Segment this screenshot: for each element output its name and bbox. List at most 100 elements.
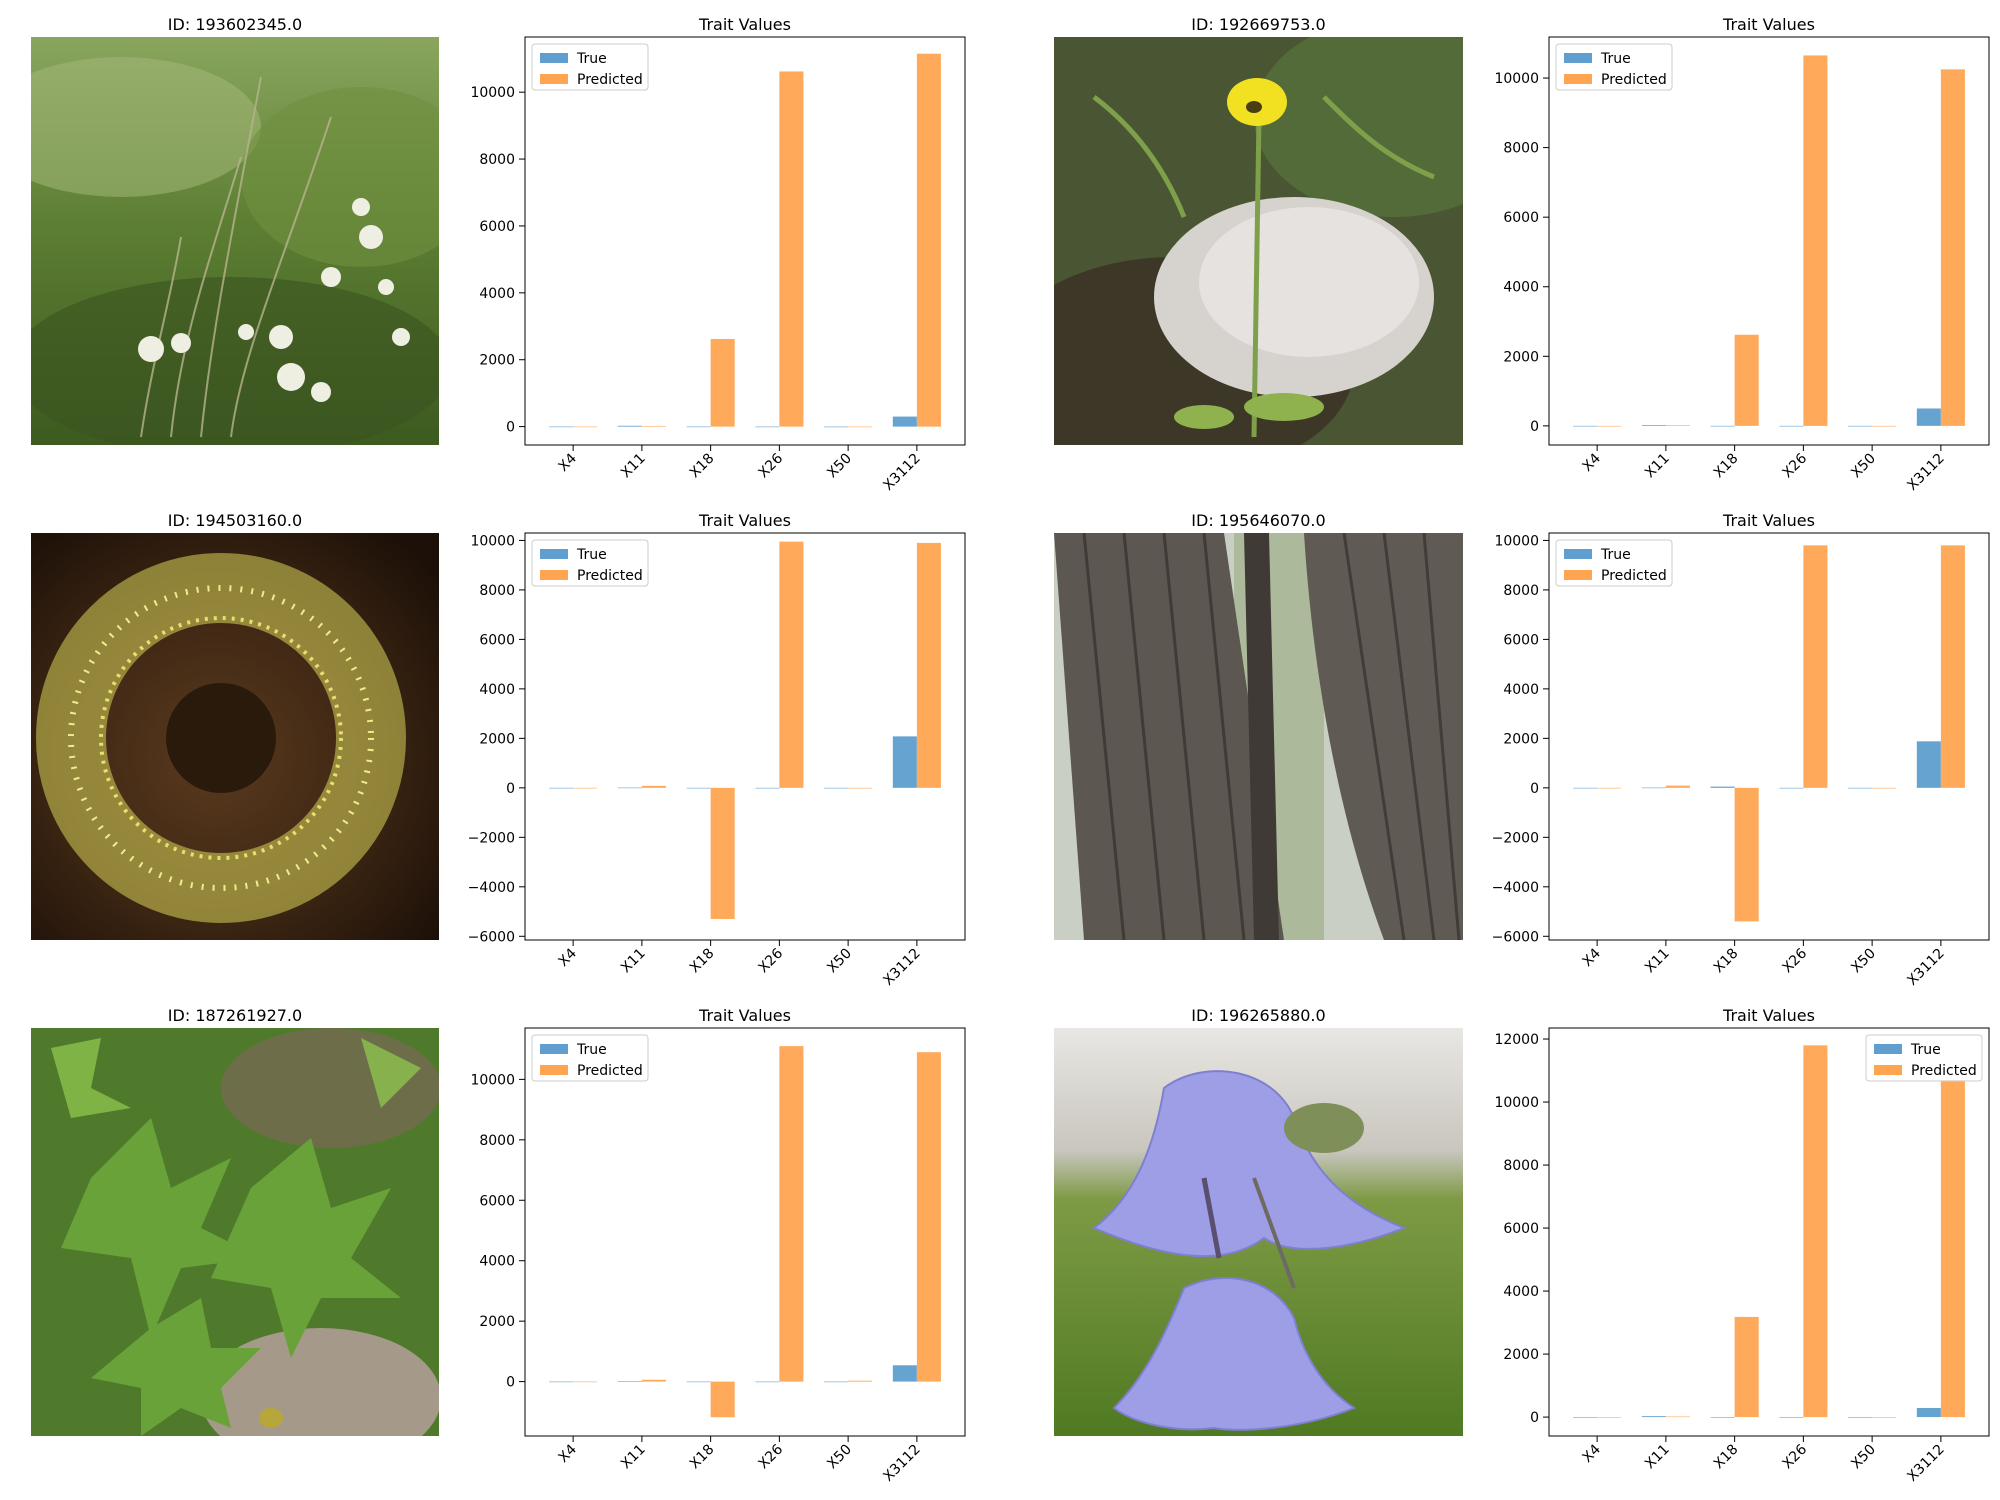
- x-tick-label: X4: [1580, 450, 1604, 474]
- bar-true-x3112: [1916, 741, 1941, 788]
- x-tick-label: X3112: [1904, 1442, 1947, 1485]
- bar-predicted-x11: [1665, 1416, 1690, 1418]
- bar-predicted-x3112: [1940, 545, 1965, 788]
- x-tick-label: X11: [1642, 1442, 1673, 1473]
- bar-predicted-x3112: [1940, 69, 1965, 426]
- x-tick-label: X4: [1580, 1441, 1604, 1465]
- legend: True Predicted: [531, 539, 649, 587]
- bar-predicted-x4: [1597, 425, 1622, 427]
- x-tick-label: X18: [687, 451, 718, 482]
- legend-swatch-true: [540, 1044, 568, 1054]
- x-tick-label: X3112: [1904, 451, 1947, 494]
- x-tick-label: X3112: [1904, 946, 1947, 989]
- panel-3-chart-title: Trait Values: [699, 511, 791, 530]
- bar-true-x11: [617, 425, 642, 427]
- panel-4-chart-title: Trait Values: [1723, 511, 1815, 530]
- bar-true-x4: [549, 426, 574, 428]
- bar-true-x18: [1710, 425, 1735, 427]
- x-tick-label: X50: [824, 1442, 855, 1473]
- panel-5-chart-title: Trait Values: [699, 1006, 791, 1025]
- bar-predicted-x11: [1665, 785, 1690, 788]
- legend-swatch-predicted: [540, 570, 568, 580]
- bar-predicted-x3112: [916, 542, 941, 788]
- bar-true-x18: [1710, 786, 1735, 788]
- bar-true-x18: [686, 1381, 711, 1383]
- bar-predicted-x3112: [916, 1052, 941, 1382]
- x-tick-label: X3112: [880, 1442, 923, 1485]
- legend-label-predicted: Predicted: [1911, 1063, 1977, 1079]
- x-tick-label: X11: [618, 451, 649, 482]
- bar-predicted-x50: [1872, 787, 1897, 789]
- y-tick-label: 0: [1530, 1410, 1539, 1426]
- bar-predicted-x50: [848, 1380, 873, 1382]
- legend-swatch-predicted: [540, 74, 568, 84]
- legend-label-predicted: Predicted: [577, 568, 643, 584]
- panel-4-chart-svg: −6000 −4000 −2000 0 2000 4000 6000 8000 10000 X4 X…: [1492, 532, 1990, 989]
- panel-3-image-title: ID: 194503160.0: [167, 511, 303, 530]
- bar-predicted-x18: [1734, 334, 1759, 426]
- bar-predicted-x26: [779, 1046, 804, 1382]
- y-tick-label: −4000: [468, 880, 515, 896]
- bar-true-x26: [1779, 425, 1804, 427]
- x-tick-label: X4: [1580, 945, 1604, 969]
- x-tick-label: X18: [687, 1442, 718, 1473]
- legend-swatch-true: [540, 549, 568, 559]
- legend: True Predicted: [531, 1034, 649, 1082]
- panel-1-chart: Trait Values 0 2000 4000 6000 8000 10000 X4 X11…: [470, 16, 966, 494]
- y-tick-label: 8000: [479, 152, 515, 168]
- bar-predicted-x11: [1665, 425, 1690, 426]
- panel-3-image: ID: 194503160.0: [31, 512, 439, 940]
- bar-predicted-x50: [848, 426, 873, 428]
- panel-2-image: ID: 192669753.0: [1054, 16, 1463, 445]
- panel-6-chart-svg: 0 2000 4000 6000 8000 10000 12000 X4 X11 X18 X26 X5…: [1494, 1027, 1990, 1485]
- y-tick-label: 2000: [479, 731, 515, 747]
- x-tick-label: X26: [1780, 945, 1811, 976]
- bar-predicted-x26: [1803, 1045, 1828, 1418]
- bar-predicted-x18: [710, 338, 735, 427]
- bar-true-x4: [1573, 425, 1598, 427]
- bar-predicted-x11: [641, 1379, 666, 1382]
- y-tick-label: 8000: [1503, 1158, 1539, 1174]
- panel-4-chart: Trait Values −6000 −4000 −2000 0 2000 4000 600…: [1492, 512, 1990, 989]
- bar-predicted-x4: [573, 1381, 598, 1383]
- legend-swatch-true: [1874, 1044, 1902, 1054]
- axes-frame: [1548, 532, 1990, 941]
- x-tick-label: X3112: [880, 946, 923, 989]
- bar-true-x26: [755, 787, 780, 789]
- bar-predicted-x26: [1803, 55, 1828, 426]
- x-tick-label: X26: [756, 945, 787, 976]
- bar-true-x26: [1779, 1417, 1804, 1418]
- panel-2-chart-svg: 0 2000 4000 6000 8000 10000 X4 X11 X18 X26 X50 X311…: [1494, 36, 1990, 494]
- legend-label-true: True: [1600, 51, 1631, 67]
- bar-predicted-x26: [779, 71, 804, 427]
- bar-true-x4: [1573, 1417, 1598, 1418]
- y-tick-label: 4000: [479, 1254, 515, 1270]
- axes-frame: [524, 36, 966, 446]
- y-tick-label: 0: [506, 420, 515, 436]
- y-tick-label: 4000: [1503, 1284, 1539, 1300]
- y-tick-label: 8000: [1503, 583, 1539, 599]
- bar-true-x11: [1641, 1416, 1666, 1418]
- panel-1-image: ID: 193602345.0: [31, 16, 439, 445]
- legend-label-true: True: [1600, 547, 1631, 563]
- y-tick-label: 10000: [470, 1072, 515, 1088]
- y-tick-label: 10000: [1494, 1095, 1539, 1111]
- y-tick-label: −6000: [468, 929, 515, 945]
- panel-4-image: ID: 195646070.0: [1054, 512, 1463, 940]
- bar-predicted-x50: [1872, 1417, 1897, 1418]
- y-tick-label: 4000: [479, 682, 515, 698]
- bar-predicted-x4: [1597, 1417, 1622, 1418]
- y-tick-label: 12000: [1494, 1032, 1539, 1048]
- bar-true-x4: [1573, 787, 1598, 789]
- bar-predicted-x50: [848, 787, 873, 789]
- bar-true-x3112: [892, 1365, 917, 1382]
- x-tick-label: X4: [556, 450, 580, 474]
- legend: True Predicted: [1555, 43, 1673, 91]
- bar-predicted-x18: [1734, 1316, 1759, 1418]
- bar-true-x11: [617, 1381, 642, 1382]
- bar-true-x11: [1641, 425, 1666, 426]
- bar-predicted-x26: [1803, 545, 1828, 788]
- x-tick-label: X11: [1642, 451, 1673, 482]
- bar-true-x50: [1848, 787, 1873, 789]
- legend-label-predicted: Predicted: [1601, 568, 1667, 584]
